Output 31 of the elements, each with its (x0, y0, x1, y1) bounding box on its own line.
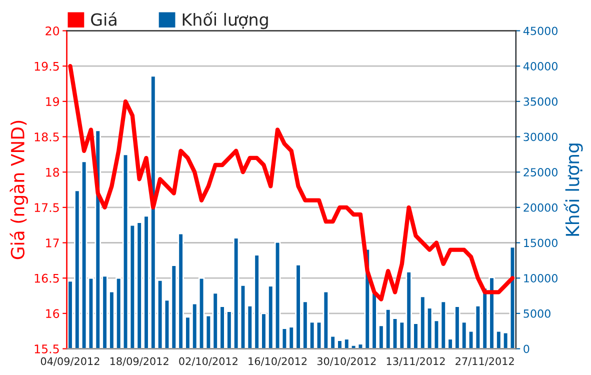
y2-tick-label: 30000 (524, 132, 558, 142)
x-tick-label: 02/10/2012 (179, 357, 238, 366)
y-tick-label: 17.5 (34, 203, 59, 212)
x-tick-label: 18/09/2012 (110, 357, 168, 366)
y2-tick-label: 35000 (524, 97, 558, 106)
y-tick-label: 17 (46, 238, 59, 248)
legend-label: Khối lượng (182, 12, 268, 30)
y2-axis-title: Khối lượng (564, 144, 583, 236)
y2-tick-label: 15000 (524, 238, 558, 248)
y-tick-label: 16.5 (34, 274, 59, 283)
y2-tick-label: 40000 (523, 62, 558, 70)
x-tick-label: 30/10/2012 (317, 357, 376, 366)
y2-tick-label: 10000 (524, 274, 558, 282)
y2-tick-label: 45000 (523, 26, 558, 36)
legend-label: Giá (91, 12, 116, 26)
y-tick-label: 19 (46, 97, 60, 106)
y-tick-label: 20 (46, 26, 60, 36)
x-tick-label: 04/09/2012 (40, 357, 100, 366)
y2-tick-label: 5000 (524, 309, 550, 318)
y-tick-label: 19.5 (34, 62, 59, 71)
x-tick-label: 16/10/2012 (248, 357, 307, 366)
x-tick-label: 13/11/2012 (386, 357, 445, 366)
y2-tick-label: 0 (524, 344, 530, 354)
y-tick-label: 18.5 (34, 132, 59, 142)
y2-tick-label: 25000 (524, 168, 558, 176)
y-tick-label: 16 (46, 309, 60, 318)
x-tick-label: 27/11/2012 (456, 357, 514, 366)
y2-tick-label: 20000 (524, 203, 558, 212)
y-tick-label: 15.5 (34, 344, 59, 354)
y-axis-title: Giá (ngàn VND) (10, 120, 28, 260)
y-tick-label: 18 (46, 168, 60, 177)
